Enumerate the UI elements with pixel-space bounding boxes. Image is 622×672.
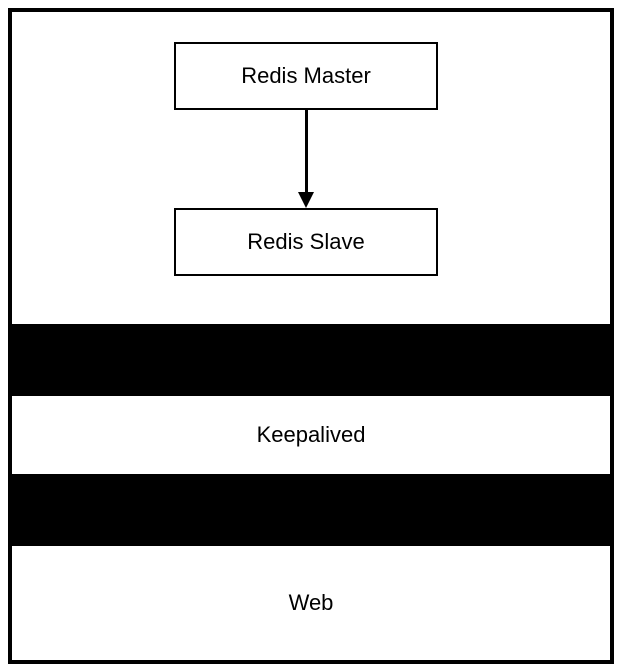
row-row-keepalived: Keepalived bbox=[12, 396, 610, 474]
edge-arrowhead-master-to-slave bbox=[298, 192, 314, 208]
row-label: Web bbox=[289, 590, 334, 616]
edge-line-master-to-slave bbox=[305, 110, 308, 194]
diagram-canvas: Keepalived Web Redis Master Redis Slave bbox=[0, 0, 622, 672]
row-label: Keepalived bbox=[257, 422, 366, 448]
node-label: Redis Slave bbox=[247, 229, 364, 255]
node-redis-master: Redis Master bbox=[174, 42, 438, 110]
black-band bbox=[12, 474, 610, 546]
node-label: Redis Master bbox=[241, 63, 371, 89]
node-redis-slave: Redis Slave bbox=[174, 208, 438, 276]
black-band bbox=[12, 324, 610, 396]
row-row-web: Web bbox=[12, 546, 610, 660]
